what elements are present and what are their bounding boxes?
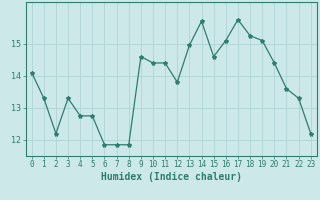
X-axis label: Humidex (Indice chaleur): Humidex (Indice chaleur): [101, 172, 242, 182]
